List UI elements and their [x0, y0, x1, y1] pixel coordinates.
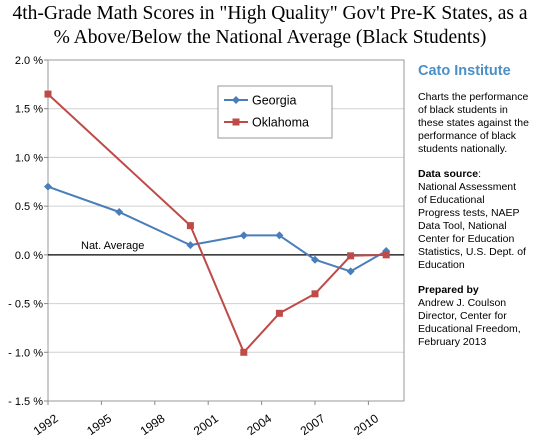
description-line: these states against the — [418, 117, 529, 129]
oklahoma-data-point — [311, 290, 319, 298]
chart-title-line: 4th-Grade Math Scores in "High Quality" … — [12, 3, 528, 24]
series-group — [44, 90, 391, 356]
description-line: Charts the performance — [418, 91, 529, 103]
georgia-data-point — [275, 231, 284, 240]
x-tick-label: 2004 — [244, 411, 274, 438]
x-tick-label: 2010 — [351, 411, 381, 438]
plot-area-frame — [47, 59, 405, 402]
x-tick-label: 1995 — [84, 411, 114, 438]
chart-title-line: % Above/Below the National Average (Blac… — [53, 27, 487, 48]
source-line: Data Tool, National — [418, 220, 507, 232]
data-source-heading: Data source: — [418, 168, 540, 181]
oklahoma-data-point — [275, 309, 283, 317]
description-line: performance of black — [418, 130, 517, 142]
grid-lines — [48, 108, 404, 353]
oklahoma-series-line — [47, 93, 387, 354]
y-tick-label: 0.0 % — [15, 250, 43, 262]
legend-label-georgia: Georgia — [252, 94, 297, 108]
y-tick-label: 1.0 % — [15, 152, 43, 164]
y-tick-label: 2.0 % — [15, 55, 43, 67]
source-line: Statistics, U.S. Dept. of — [418, 246, 526, 258]
georgia-data-point — [239, 231, 248, 240]
cato-institute-heading: Cato Institute — [418, 63, 511, 79]
data-source-colon: : — [478, 168, 482, 180]
georgia-data-point — [44, 182, 52, 191]
oklahoma-data-point — [44, 90, 52, 98]
prepared-line: February 2013 — [418, 336, 487, 348]
y-tick-label: 1.5 % — [15, 104, 43, 116]
legend-box — [217, 85, 333, 139]
y-tick-label: - 1.5 % — [8, 396, 43, 408]
description-text: Charts the performance of black students… — [418, 91, 540, 156]
source-line: of Educational — [418, 194, 485, 206]
oklahoma-data-point — [347, 252, 355, 260]
x-tick-label: 1992 — [31, 411, 61, 438]
source-line: National Assessment — [418, 181, 517, 193]
legend-swatch-marker — [232, 96, 240, 104]
x-tick-label: 1998 — [138, 411, 168, 438]
prepared-line: Director, Center for — [418, 310, 507, 322]
georgia-data-point — [311, 255, 319, 264]
source-line: Progress tests, NAEP — [418, 207, 520, 219]
source-line: Education — [418, 259, 465, 271]
side-panel: Cato Institute Charts the performance of… — [418, 63, 540, 349]
legend-swatch-marker — [232, 118, 240, 126]
prepared-line: Andrew J. Coulson — [418, 297, 507, 309]
x-tick-label: 2007 — [298, 411, 328, 438]
description-line: students nationally. — [418, 143, 508, 155]
nat-average-label: Nat. Average — [81, 240, 144, 252]
chart-title: 4th-Grade Math Scores in "High Quality" … — [0, 2, 540, 50]
prepared-by-text: Andrew J. Coulson Director, Center for E… — [418, 297, 540, 349]
source-line: Center for Education — [418, 233, 515, 245]
description-line: of black students in — [418, 104, 508, 116]
legend-label-oklahoma: Oklahoma — [252, 116, 309, 130]
x-tick-label: 2001 — [191, 411, 221, 438]
oklahoma-data-point — [186, 222, 194, 230]
y-tick-label: - 1.0 % — [8, 347, 43, 359]
data-source-heading-text: Data source — [418, 168, 479, 180]
georgia-data-point — [115, 207, 124, 216]
georgia-series-line — [47, 185, 387, 273]
data-source-text: National Assessment of Educational Progr… — [418, 181, 540, 272]
prepared-by-heading: Prepared by — [418, 284, 479, 296]
y-tick-label: 0.5 % — [15, 201, 43, 213]
georgia-data-point — [346, 267, 355, 276]
prepared-line: Educational Freedom, — [418, 323, 521, 335]
legend: Georgia Oklahoma — [217, 85, 333, 139]
oklahoma-data-point — [240, 348, 248, 356]
y-tick-label: - 0.5 % — [8, 299, 43, 311]
georgia-data-point — [186, 241, 195, 250]
oklahoma-data-point — [382, 251, 390, 259]
